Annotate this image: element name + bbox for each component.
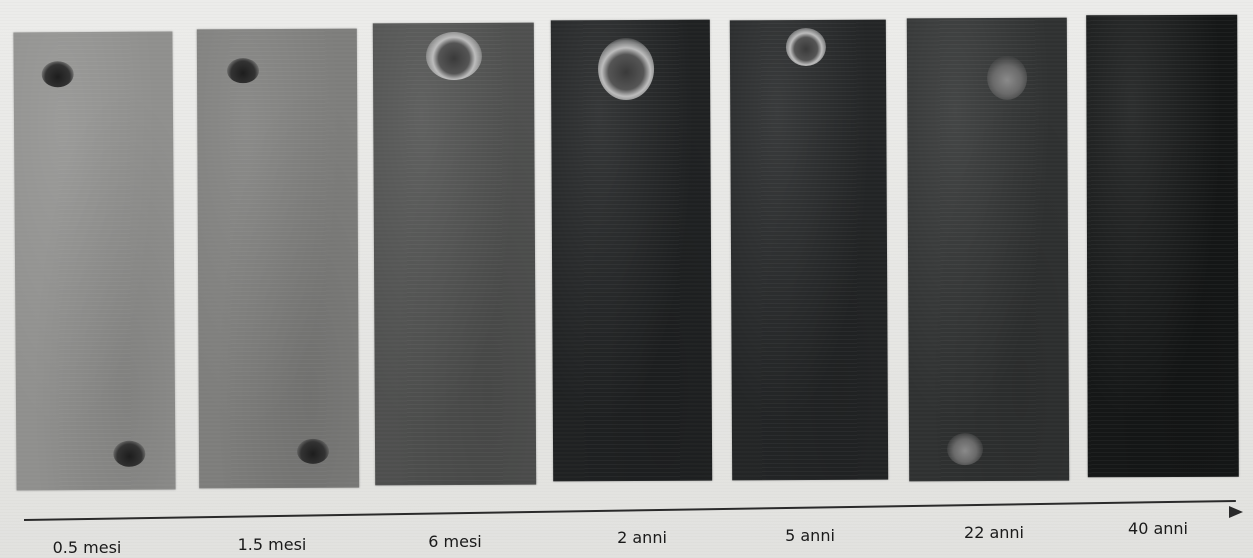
hole-icon — [785, 27, 827, 67]
hole-icon — [41, 61, 74, 88]
hole-icon — [986, 55, 1028, 101]
arrow-right-icon — [1229, 506, 1243, 518]
sample-label-1-5-mesi: 1.5 mesi — [237, 535, 307, 554]
hole-icon — [113, 440, 146, 467]
hole-icon — [296, 438, 330, 464]
hole-icon — [597, 37, 655, 101]
sample-plate-0-5-mesi — [13, 31, 176, 491]
sample-label-6-mesi: 6 mesi — [428, 532, 482, 551]
sample-label-40-anni: 40 anni — [1128, 519, 1188, 538]
sample-plate-5-anni — [729, 19, 889, 481]
sample-plate-22-anni — [906, 17, 1070, 482]
sample-plate-6-mesi — [372, 22, 537, 486]
sample-label-2-anni: 2 anni — [617, 528, 667, 547]
sample-label-22-anni: 22 anni — [964, 523, 1024, 542]
sample-plate-1-5-mesi — [196, 28, 360, 489]
sample-label-5-anni: 5 anni — [785, 526, 835, 545]
sample-plate-40-anni — [1086, 14, 1239, 478]
sample-plate-2-anni — [550, 19, 713, 482]
hole-icon — [946, 433, 984, 466]
sample-label-0-5-mesi: 0.5 mesi — [52, 538, 122, 557]
hole-icon — [425, 31, 483, 81]
hole-icon — [226, 58, 260, 84]
